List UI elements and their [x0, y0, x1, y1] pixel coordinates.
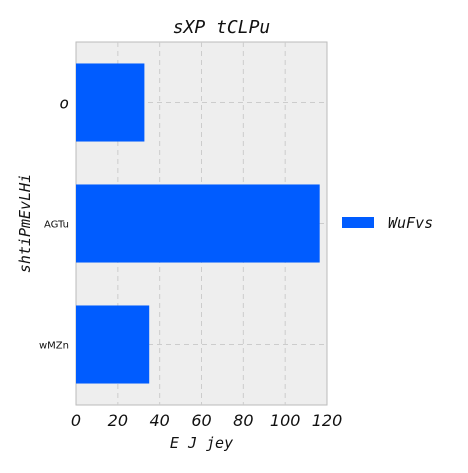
legend-swatch: [342, 217, 374, 228]
bars: [76, 63, 320, 384]
y-tick-label: AGTu: [44, 220, 69, 231]
x-tick-label: 120: [312, 411, 343, 430]
y-tick-label: o: [59, 94, 69, 113]
x-tick-label: 40: [149, 411, 169, 430]
x-tick-label: 20: [108, 411, 128, 430]
x-tick-label: 100: [270, 411, 301, 430]
x-tick-label: 60: [191, 411, 211, 430]
x-tick-labels: 0 20 40 60 80 100 120: [71, 411, 342, 430]
x-tick-label: 80: [233, 411, 253, 430]
legend: WuFvs: [342, 214, 433, 232]
bar-AGTu: [76, 184, 320, 263]
x-tick-label: 0: [71, 411, 81, 430]
chart-title: sXP tCLPu: [173, 17, 271, 38]
bar-wMZn: [76, 305, 150, 384]
y-tick-label: wMZn: [39, 341, 69, 352]
y-tick-labels: o AGTu wMZn: [39, 94, 69, 352]
x-axis-label: E J jey: [170, 434, 233, 452]
y-axis-label: shtiPmEvLHi: [16, 174, 34, 273]
bar-o: [76, 63, 145, 142]
legend-label: WuFvs: [388, 214, 433, 232]
